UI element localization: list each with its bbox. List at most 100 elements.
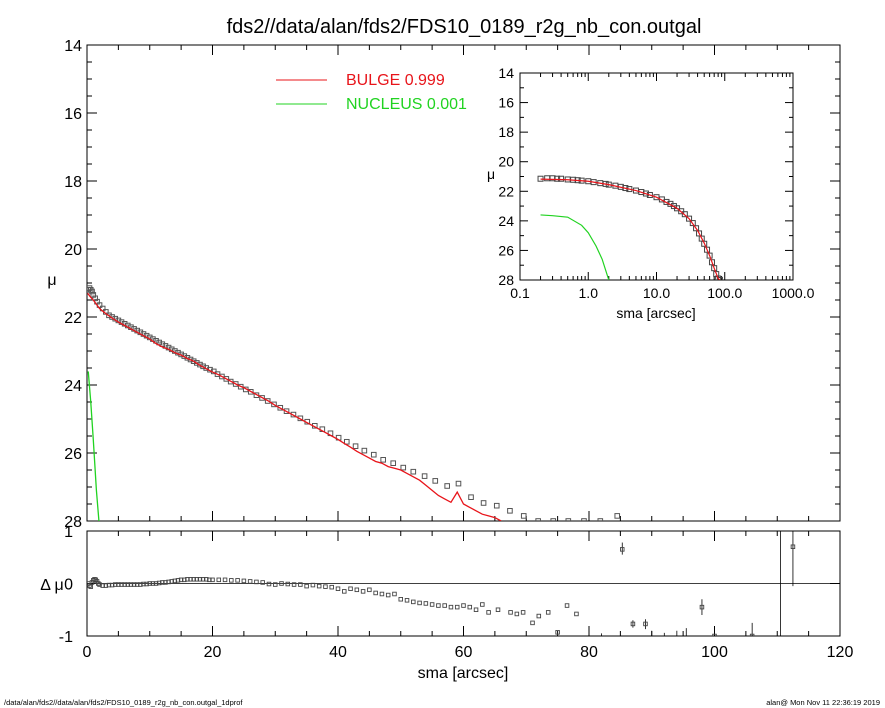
x-tick-label: 100 <box>701 644 728 661</box>
inset-data-point <box>711 265 718 272</box>
x-tick-label: 100.0 <box>707 285 742 301</box>
data-point <box>197 361 203 368</box>
residual-point <box>97 582 102 587</box>
residual-point <box>495 607 501 613</box>
y-tick-label: 22 <box>64 310 82 327</box>
residual-point <box>291 582 297 587</box>
data-point <box>277 404 284 411</box>
data-point <box>343 438 350 445</box>
y-tick-label: 28 <box>64 514 82 531</box>
data-point <box>400 464 407 471</box>
residual-point <box>486 610 491 615</box>
residual-point <box>514 611 520 617</box>
inset-data-point <box>704 246 711 253</box>
residual-point <box>100 583 105 588</box>
data-point <box>520 513 527 519</box>
inset-data-point <box>715 275 722 280</box>
data-point <box>259 395 265 401</box>
residual-point <box>304 583 309 589</box>
main-panel: 14 16 18 20 22 24 26 28 μ BULGE 0.999 NUCLEUS 0.00… <box>47 38 841 531</box>
residual-point <box>467 604 473 610</box>
residual-point <box>87 583 92 588</box>
inset-data-point <box>716 277 723 280</box>
inset-x-axis-label: sma [arcsec] <box>616 305 695 321</box>
residual-point <box>360 589 366 594</box>
residual-point <box>367 587 372 593</box>
y-tick-label: 1 <box>64 524 73 541</box>
legend-label-bulge: BULGE 0.999 <box>346 72 445 89</box>
residual-point <box>229 578 234 583</box>
x-tick-label: 120 <box>827 644 854 661</box>
x-tick-label: 80 <box>580 644 598 661</box>
inset-data-point <box>708 259 715 266</box>
residual-point <box>128 582 134 587</box>
residual-point <box>442 603 447 608</box>
x-tick-label: 40 <box>329 644 347 661</box>
residual-point <box>241 578 247 584</box>
residual-point <box>178 577 184 583</box>
residual-point <box>222 577 228 583</box>
residual-point <box>530 620 535 626</box>
residual-point <box>153 581 159 586</box>
residual-point <box>348 586 353 592</box>
residual-point <box>254 579 259 585</box>
y-axis-label: μ <box>47 272 56 289</box>
bulge-model-line <box>87 292 502 521</box>
inset-data-point <box>713 271 720 278</box>
residual-point <box>630 621 636 627</box>
y-tick-label: 20 <box>498 154 514 170</box>
residual-point <box>323 584 328 589</box>
y-tick-label: 14 <box>64 38 82 55</box>
residual-point <box>273 582 278 587</box>
residual-point <box>699 604 705 610</box>
y-tick-label: 24 <box>64 378 82 395</box>
data-point <box>380 457 386 463</box>
residual-point <box>436 603 441 608</box>
residual-point <box>191 577 196 582</box>
y-tick-label: 14 <box>498 65 514 81</box>
residual-point <box>216 577 222 583</box>
data-point <box>271 401 277 408</box>
data-point <box>190 358 197 364</box>
data-point <box>581 518 587 521</box>
data-point <box>352 443 359 449</box>
residual-point <box>279 581 284 586</box>
residual-point <box>235 578 240 583</box>
y-tick-label: 22 <box>498 183 514 199</box>
residual-plot-area <box>87 531 796 636</box>
residual-point <box>508 610 513 615</box>
y-tick-label: 18 <box>64 174 82 191</box>
residual-point <box>150 581 156 586</box>
residual-point <box>172 578 178 584</box>
y-tick-label: 28 <box>498 272 514 288</box>
data-point <box>597 518 604 521</box>
legend-label-nucleus: NUCLEUS 0.001 <box>346 96 467 113</box>
inset-data-point <box>558 175 565 182</box>
residual-point <box>473 607 479 613</box>
residual-point <box>316 583 322 589</box>
inset-bulge-line <box>540 178 721 280</box>
residual-point <box>564 603 570 608</box>
residual-point <box>620 547 625 552</box>
y-tick-label: 26 <box>498 242 514 258</box>
residual-point <box>545 610 551 615</box>
residual-point <box>141 581 146 587</box>
data-point <box>283 408 290 414</box>
residual-point <box>106 582 112 588</box>
y-axis-label: Δ μ <box>40 577 63 594</box>
chart-title: fds2//data/alan/fds2/FDS10_0189_r2g_nb_c… <box>227 16 702 38</box>
residual-point <box>182 577 187 583</box>
residual-point <box>417 600 422 606</box>
residual-point <box>103 583 109 588</box>
residual-point <box>144 581 149 587</box>
residual-point <box>335 586 341 592</box>
residual-point <box>210 577 215 583</box>
residual-point <box>373 590 378 596</box>
main-plot-area <box>87 285 621 521</box>
y-tick-label: 26 <box>64 446 82 463</box>
residual-point <box>88 584 94 589</box>
inset-data-point <box>646 191 653 198</box>
data-point <box>390 460 397 466</box>
x-axis-label: sma [arcsec] <box>418 665 509 682</box>
residual-point <box>169 579 174 584</box>
